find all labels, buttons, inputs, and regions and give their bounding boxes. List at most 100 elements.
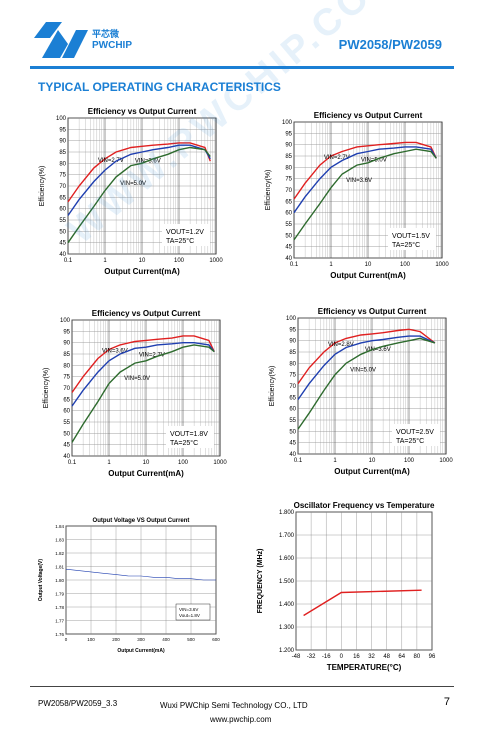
y-tick-label: 1.83 (55, 538, 64, 543)
x-tick-label: 10 (139, 258, 146, 264)
chart-oscillator-frequency: Oscillator Frequency vs Temperature 1.200… (254, 498, 454, 676)
series-line (297, 335, 436, 401)
y-tick-label: 45 (63, 443, 70, 449)
y-tick-label: 65 (289, 395, 296, 401)
y-tick-label: 80 (63, 363, 70, 369)
y-tick-label: 50 (285, 233, 292, 239)
x-tick-label: 200 (112, 637, 120, 642)
annotation-text: TA=25°C (170, 439, 198, 447)
series-line (303, 589, 422, 617)
x-tick-label: 64 (398, 654, 405, 660)
y-tick-label: 90 (289, 339, 296, 345)
y-tick-label: 75 (285, 177, 292, 183)
y-tick-label: 65 (63, 397, 70, 403)
y-tick-label: 50 (63, 431, 70, 437)
footer-doc-id: PW2058/PW2059_3.3 (38, 699, 118, 708)
annotation-text: TA=25°C (396, 437, 424, 445)
x-tick-label: 32 (368, 654, 375, 660)
y-tick-label: 45 (285, 245, 292, 251)
y-tick-label: 85 (63, 352, 70, 358)
footer-company: Wuxi PWChip Semi Technology CO., LTD (160, 701, 308, 710)
logo-english-text: PWCHIP (92, 40, 132, 51)
y-axis-label: Efficiency(%) (39, 166, 46, 207)
series-line (71, 335, 215, 393)
x-tick-label: 1 (103, 258, 107, 264)
logo-chinese-text: 平芯微 (92, 29, 120, 39)
x-tick-label: 600 (212, 637, 220, 642)
y-tick-label: 90 (63, 341, 70, 347)
y-tick-label: 85 (285, 154, 292, 160)
series-label: VIN=3.6V (365, 347, 391, 353)
series-line (293, 146, 437, 214)
chart-title: Efficiency vs Output Current (88, 107, 197, 116)
chart-efficiency-1v5: Efficiency vs Output Current 40 45 50 55 60 65… (262, 108, 452, 284)
y-tick-label: 70 (289, 384, 296, 390)
y-tick-label: 90 (59, 139, 66, 145)
y-axis-label: Efficiency(%) (43, 368, 50, 409)
x-tick-label: 80 (414, 654, 421, 660)
y-tick-label: 1.76 (55, 632, 64, 637)
x-tick-label: 400 (162, 637, 170, 642)
y-tick-label: 75 (59, 173, 66, 179)
y-tick-label: 55 (285, 222, 292, 228)
footer-website: www.pwchip.com (210, 715, 272, 724)
y-tick-label: 1.78 (55, 605, 64, 610)
y-tick-label: 45 (59, 241, 66, 247)
x-tick-label: 0.1 (64, 258, 73, 264)
y-tick-label: 70 (59, 184, 66, 190)
x-tick-label: 48 (383, 654, 390, 660)
annotation-box (392, 424, 440, 446)
y-tick-label: 85 (289, 350, 296, 356)
x-tick-label: 1000 (439, 458, 453, 464)
y-tick-label: 1.800 (279, 510, 295, 516)
series-label: VIN=5.0V (120, 181, 146, 187)
y-tick-label: 1.81 (55, 565, 64, 570)
chart-title: Efficiency vs Output Current (314, 111, 423, 120)
y-tick-label: 1.82 (55, 551, 64, 556)
series-line (293, 141, 437, 200)
x-tick-label: 1 (329, 262, 333, 268)
series-label: VIN=2.7V (98, 158, 124, 164)
legend-text: VIN=3.6V (179, 607, 198, 612)
annotation-text: VOUT=1.5V (392, 233, 430, 240)
annotation-text: VOUT=1.2V (166, 229, 204, 236)
legend-text: Vout=1.8V (179, 613, 200, 618)
x-tick-label: 0 (65, 637, 68, 642)
y-tick-label: 80 (285, 165, 292, 171)
y-tick-label: 1.77 (55, 619, 64, 624)
x-tick-label: 100 (87, 637, 95, 642)
series-label: VIN=3.6V (346, 178, 372, 184)
chart-title: Efficiency vs Output Current (318, 307, 427, 316)
series-line (297, 337, 436, 430)
y-axis-label: Efficiency(%) (265, 170, 272, 211)
y-tick-label: 95 (289, 327, 296, 333)
legend-box (175, 603, 211, 621)
series-label: VIN=2.8V (328, 342, 354, 348)
series-label: VIN=5.0V (350, 367, 376, 373)
y-tick-label: 60 (59, 207, 66, 213)
series-label: VIN=3.6V (102, 349, 128, 355)
annotation-text: TA=25°C (166, 237, 194, 245)
chart-svg: Efficiency vs Output Current 40 45 50 55 60 65… (43, 309, 227, 478)
y-tick-label: 70 (63, 386, 70, 392)
y-tick-label: 40 (285, 256, 292, 262)
y-tick-label: 40 (63, 454, 70, 460)
series-label: VIN=2.7V (139, 352, 165, 358)
y-tick-label: 55 (59, 218, 66, 224)
x-tick-label: 1000 (213, 460, 227, 466)
chart-title: Efficiency vs Output Current (92, 309, 201, 318)
x-tick-label: 100 (178, 460, 189, 466)
y-tick-label: 75 (289, 373, 296, 379)
y-tick-label: 1.80 (55, 578, 64, 583)
x-tick-label: -32 (307, 654, 316, 660)
y-tick-label: 45 (289, 441, 296, 447)
part-number: PW2058/PW2059 (338, 37, 442, 52)
y-tick-label: 55 (289, 418, 296, 424)
y-tick-label: 75 (63, 375, 70, 381)
y-tick-label: 100 (56, 116, 67, 122)
x-tick-label: 300 (137, 637, 145, 642)
x-tick-label: -48 (292, 654, 301, 660)
chart-efficiency-1v8: Efficiency vs Output Current 40 45 50 55 60 65… (40, 306, 230, 482)
series-line (297, 328, 436, 385)
chart-svg: Output Voltage VS Output Current 1.76 1.77… (38, 518, 220, 654)
